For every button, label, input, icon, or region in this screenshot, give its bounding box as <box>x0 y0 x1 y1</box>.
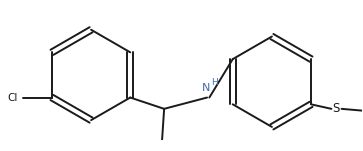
Text: S: S <box>333 102 340 115</box>
Text: N: N <box>202 83 210 93</box>
Text: H: H <box>212 78 219 87</box>
Text: Cl: Cl <box>8 93 18 103</box>
